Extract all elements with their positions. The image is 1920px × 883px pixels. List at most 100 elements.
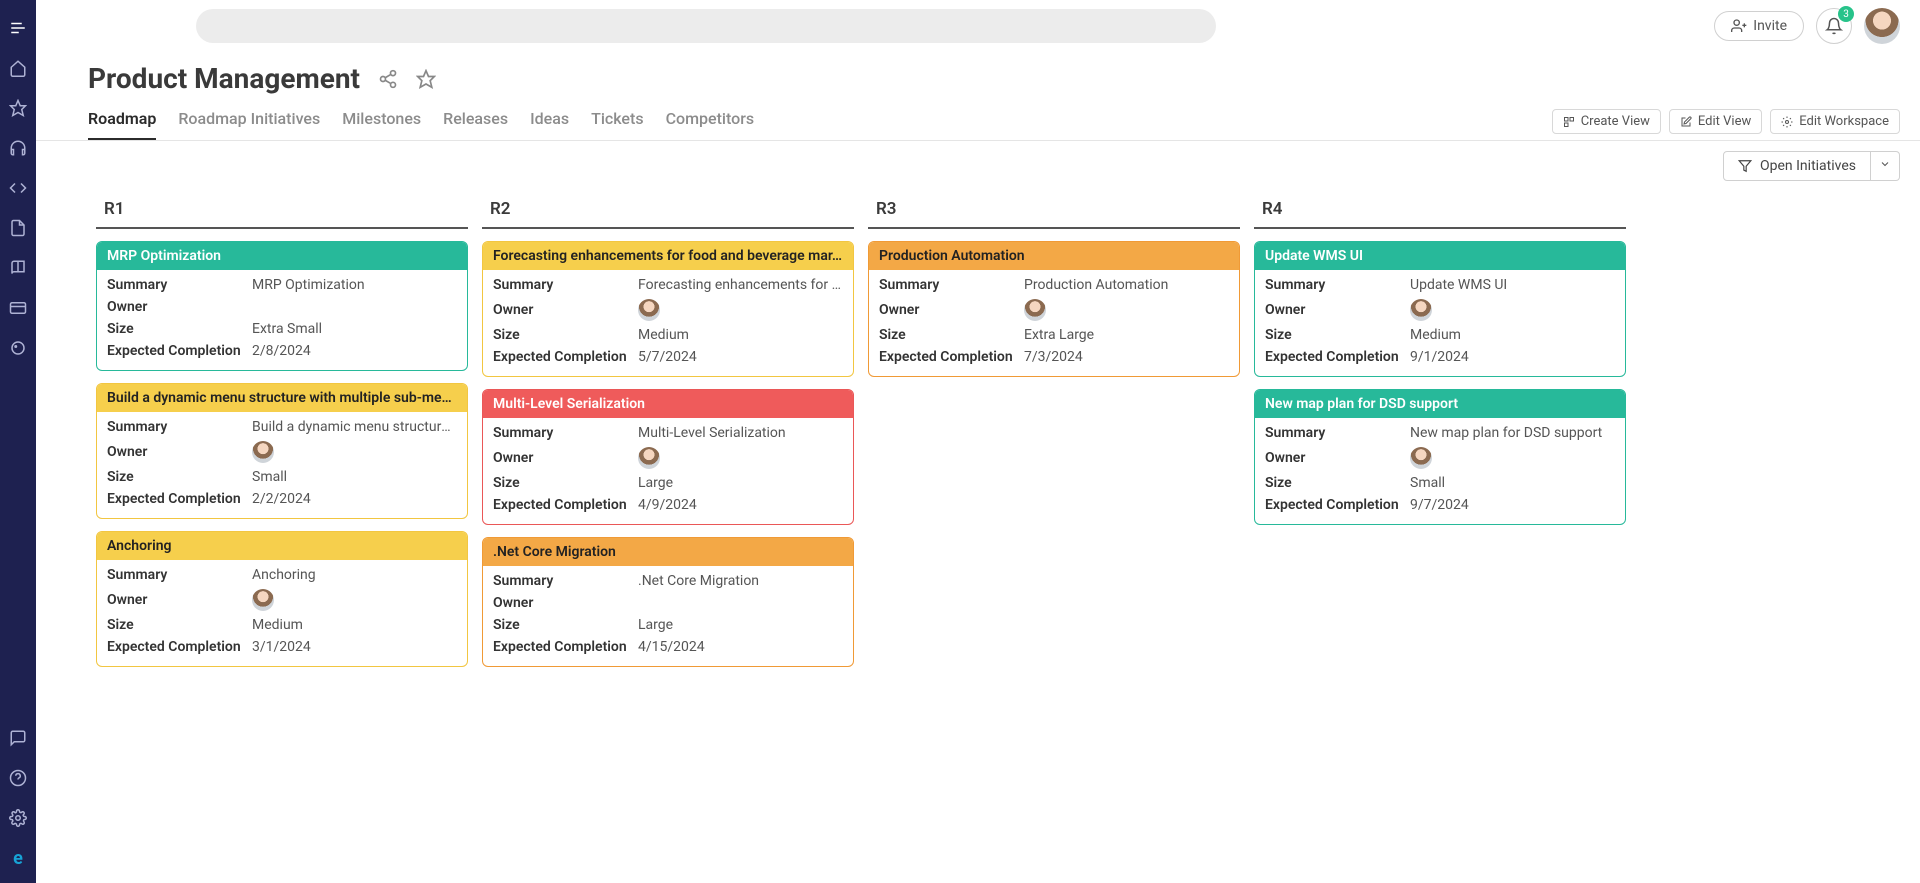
tab-milestones[interactable]: Milestones: [342, 109, 421, 140]
card-body: SummaryUpdate WMS UIOwnerSizeMediumExpec…: [1255, 270, 1625, 376]
field-label: Size: [107, 617, 252, 633]
filter-icon: [1738, 159, 1752, 173]
filter-dropdown[interactable]: [1871, 151, 1900, 181]
field-value: Large: [638, 617, 843, 633]
field-label: Summary: [107, 567, 252, 583]
initiative-card[interactable]: Multi-Level SerializationSummaryMulti-Le…: [482, 389, 854, 525]
field-value: [1410, 447, 1615, 469]
field-label: Expected Completion: [493, 639, 638, 655]
tab-tickets[interactable]: Tickets: [591, 109, 644, 140]
home-icon[interactable]: [8, 58, 28, 78]
edit-view-label: Edit View: [1698, 114, 1751, 129]
field-label: Summary: [1265, 277, 1410, 293]
owner-avatar: [252, 441, 274, 463]
field-value: [638, 447, 843, 469]
topbar: Invite 3: [36, 0, 1920, 52]
field-value: Medium: [638, 327, 843, 343]
card-title: Update WMS UI: [1255, 242, 1625, 270]
owner-avatar: [1410, 299, 1432, 321]
card-body: SummaryMulti-Level SerializationOwnerSiz…: [483, 418, 853, 524]
code-icon[interactable]: [8, 178, 28, 198]
tab-releases[interactable]: Releases: [443, 109, 508, 140]
field-value: Extra Large: [1024, 327, 1229, 343]
field-value: Production Automation: [1024, 277, 1229, 293]
initiative-card[interactable]: New map plan for DSD supportSummaryNew m…: [1254, 389, 1626, 525]
help-icon[interactable]: [8, 768, 28, 788]
gear-icon: [1781, 116, 1793, 128]
card-icon[interactable]: [8, 298, 28, 318]
headphones-icon[interactable]: [8, 138, 28, 158]
card-title: Build a dynamic menu structure with mult…: [97, 384, 467, 412]
field-value: Small: [1410, 475, 1615, 491]
field-label: Owner: [493, 595, 638, 611]
user-avatar[interactable]: [1864, 8, 1900, 44]
field-label: Expected Completion: [1265, 497, 1410, 513]
initiative-card[interactable]: Build a dynamic menu structure with mult…: [96, 383, 468, 519]
tab-roadmap-initiatives[interactable]: Roadmap Initiatives: [178, 109, 320, 140]
field-label: Summary: [493, 425, 638, 441]
field-label: Size: [1265, 327, 1410, 343]
field-label: Size: [493, 475, 638, 491]
field-value: [1410, 299, 1615, 321]
owner-avatar: [638, 299, 660, 321]
initiative-card[interactable]: Forecasting enhancements for food and be…: [482, 241, 854, 377]
field-value: Forecasting enhancements for f…: [638, 277, 843, 293]
field-label: Summary: [107, 419, 252, 435]
field-label: Owner: [1265, 450, 1410, 466]
invite-button[interactable]: Invite: [1714, 11, 1804, 41]
main-area: Invite 3 Product Management RoadmapRoadm…: [36, 0, 1920, 883]
field-value: Update WMS UI: [1410, 277, 1615, 293]
column-r1: R1MRP OptimizationSummaryMRP Optimizatio…: [96, 195, 468, 679]
card-title: New map plan for DSD support: [1255, 390, 1625, 418]
field-value: 9/1/2024: [1410, 349, 1615, 365]
field-label: Size: [879, 327, 1024, 343]
sidebar: e: [0, 0, 36, 883]
field-label: Size: [107, 321, 252, 337]
create-view-button[interactable]: Create View: [1552, 109, 1661, 134]
edit-view-button[interactable]: Edit View: [1669, 109, 1762, 134]
column-r3: R3Production AutomationSummaryProduction…: [868, 195, 1240, 679]
field-label: Size: [107, 469, 252, 485]
field-value: Anchoring: [252, 567, 457, 583]
search-input[interactable]: [196, 9, 1216, 43]
field-value: [252, 441, 457, 463]
piggy-icon[interactable]: [8, 338, 28, 358]
field-label: Size: [493, 327, 638, 343]
filter-row: Open Initiatives: [36, 141, 1920, 191]
favorite-icon[interactable]: [416, 69, 436, 89]
share-icon[interactable]: [378, 69, 398, 89]
open-initiatives-filter[interactable]: Open Initiatives: [1723, 151, 1871, 181]
field-label: Expected Completion: [493, 349, 638, 365]
file-icon[interactable]: [8, 218, 28, 238]
field-label: Size: [1265, 475, 1410, 491]
tab-competitors[interactable]: Competitors: [666, 109, 755, 140]
initiative-card[interactable]: .Net Core MigrationSummary.Net Core Migr…: [482, 537, 854, 667]
field-value: Small: [252, 469, 457, 485]
field-value: 9/7/2024: [1410, 497, 1615, 513]
field-label: Owner: [879, 302, 1024, 318]
card-title: Production Automation: [869, 242, 1239, 270]
initiative-card[interactable]: Update WMS UISummaryUpdate WMS UIOwnerSi…: [1254, 241, 1626, 377]
field-label: Expected Completion: [1265, 349, 1410, 365]
card-body: SummaryBuild a dynamic menu structure …O…: [97, 412, 467, 518]
notifications-button[interactable]: 3: [1816, 8, 1852, 44]
logo-icon[interactable]: e: [13, 848, 23, 869]
feedback-icon[interactable]: [8, 728, 28, 748]
settings-icon[interactable]: [8, 808, 28, 828]
edit-workspace-button[interactable]: Edit Workspace: [1770, 109, 1900, 134]
field-label: Size: [493, 617, 638, 633]
field-label: Summary: [107, 277, 252, 293]
menu-icon[interactable]: [8, 18, 28, 38]
card-title: Forecasting enhancements for food and be…: [483, 242, 853, 270]
field-label: Owner: [493, 302, 638, 318]
star-icon[interactable]: [8, 98, 28, 118]
tab-ideas[interactable]: Ideas: [530, 109, 569, 140]
column-r4: R4Update WMS UISummaryUpdate WMS UIOwner…: [1254, 195, 1626, 679]
owner-avatar: [1024, 299, 1046, 321]
tab-roadmap[interactable]: Roadmap: [88, 109, 156, 140]
initiative-card[interactable]: AnchoringSummaryAnchoringOwnerSizeMedium…: [96, 531, 468, 667]
book-icon[interactable]: [8, 258, 28, 278]
initiative-card[interactable]: MRP OptimizationSummaryMRP OptimizationO…: [96, 241, 468, 371]
initiative-card[interactable]: Production AutomationSummaryProduction A…: [868, 241, 1240, 377]
kanban-board: R1MRP OptimizationSummaryMRP Optimizatio…: [36, 191, 1920, 699]
